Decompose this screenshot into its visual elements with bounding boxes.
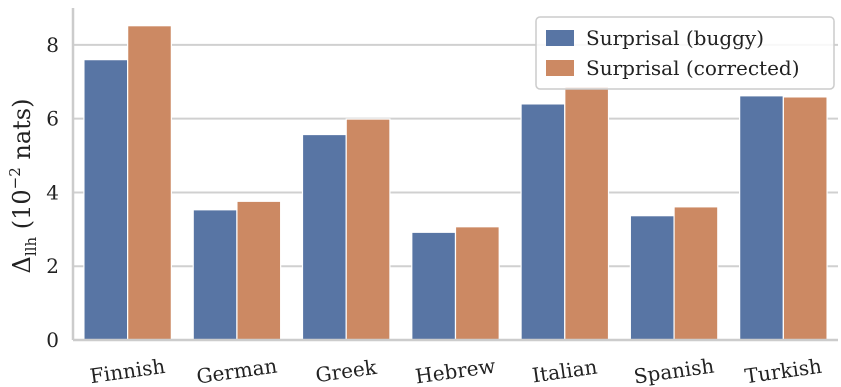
bar-italian-series-1 bbox=[520, 103, 566, 341]
legend-swatch bbox=[546, 30, 574, 46]
bar-greek-series-1 bbox=[301, 133, 347, 341]
x-tick-label: German bbox=[195, 353, 279, 387]
y-tick-label: 6 bbox=[46, 107, 59, 131]
axes-layer bbox=[71, 8, 838, 342]
y-tick-label: 0 bbox=[46, 328, 59, 352]
y-tick-label: 4 bbox=[46, 180, 59, 204]
x-tick-label: Finnish bbox=[88, 354, 166, 387]
x-tick-label: Greek bbox=[314, 355, 379, 387]
y-tick-label: 8 bbox=[46, 33, 59, 57]
bar-turkish-series-1 bbox=[739, 95, 784, 341]
bar-italian-series-2 bbox=[564, 85, 610, 341]
legend-label: Surprisal (buggy) bbox=[586, 26, 764, 50]
x-tick-label: Hebrew bbox=[414, 354, 497, 387]
bar-greek-series-2 bbox=[345, 118, 391, 341]
bar-german-series-2 bbox=[236, 200, 282, 341]
bar-turkish-series-2 bbox=[782, 96, 828, 341]
legend-box bbox=[535, 16, 835, 90]
y-tick-labels: 0 2 4 6 8 bbox=[46, 33, 59, 352]
x-tick-label: Spanish bbox=[632, 353, 716, 387]
bar-finnish-series-2 bbox=[127, 25, 172, 341]
bar-spanish-series-1 bbox=[629, 215, 675, 341]
bar-german-series-1 bbox=[192, 209, 238, 341]
bar-spanish-series-2 bbox=[673, 206, 719, 341]
bar-hebrew-series-2 bbox=[454, 226, 500, 341]
x-tick-label: Italian bbox=[531, 355, 599, 387]
x-tick-label: Turkish bbox=[743, 354, 823, 387]
legend-label: Surprisal (corrected) bbox=[586, 56, 800, 80]
y-axis-label: Δllh (10−2 nats) bbox=[6, 99, 40, 274]
bar-finnish-series-1 bbox=[83, 59, 129, 341]
legend-swatch bbox=[546, 60, 574, 76]
x-tick-labels: Finnish German Greek Hebrew Italian Spanish Tu… bbox=[88, 353, 823, 387]
bars-layer bbox=[83, 25, 828, 341]
legend: Surprisal (buggy) Surprisal (corrected) bbox=[535, 16, 835, 90]
y-tick-label: 2 bbox=[46, 254, 59, 278]
bar-hebrew-series-1 bbox=[411, 231, 457, 341]
